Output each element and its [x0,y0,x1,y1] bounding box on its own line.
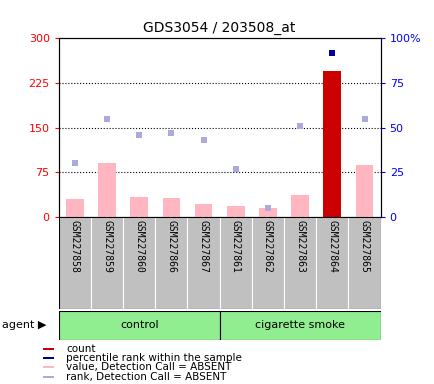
Text: GSM227861: GSM227861 [230,220,240,273]
Bar [219,311,380,340]
Bar [187,217,219,309]
Bar [123,217,155,309]
Bar [355,165,372,217]
Text: agent ▶: agent ▶ [2,320,46,331]
Bar [91,217,123,309]
Text: control: control [120,320,158,331]
Text: cigarette smoke: cigarette smoke [255,320,344,331]
Text: count: count [66,344,95,354]
Text: value, Detection Call = ABSENT: value, Detection Call = ABSENT [66,362,231,372]
Bar [251,217,283,309]
Bar [43,376,54,378]
Text: GSM227864: GSM227864 [327,220,336,273]
Bar [43,366,54,368]
Title: GDS3054 / 203508_at: GDS3054 / 203508_at [143,21,295,35]
Bar [283,217,316,309]
Text: GSM227866: GSM227866 [166,220,176,273]
Text: GSM227860: GSM227860 [134,220,144,273]
Text: percentile rank within the sample: percentile rank within the sample [66,353,241,363]
Bar [227,206,244,217]
Bar [291,195,308,217]
Text: GSM227859: GSM227859 [102,220,112,273]
Bar [130,197,148,217]
Text: rank, Detection Call = ABSENT: rank, Detection Call = ABSENT [66,372,226,382]
Bar [162,198,180,217]
Bar [155,217,187,309]
Bar [323,71,340,217]
Bar [59,311,219,340]
Bar [348,217,380,309]
Bar [43,357,54,359]
Bar [259,208,276,217]
Bar [43,348,54,350]
Bar [66,199,83,217]
Text: GSM227867: GSM227867 [198,220,208,273]
Bar [219,217,251,309]
Bar [98,164,115,217]
Text: GSM227858: GSM227858 [70,220,79,273]
Bar [316,217,348,309]
Text: GSM227863: GSM227863 [295,220,304,273]
Bar [59,217,91,309]
Text: GSM227862: GSM227862 [263,220,272,273]
Bar [194,204,212,217]
Text: GSM227865: GSM227865 [359,220,368,273]
